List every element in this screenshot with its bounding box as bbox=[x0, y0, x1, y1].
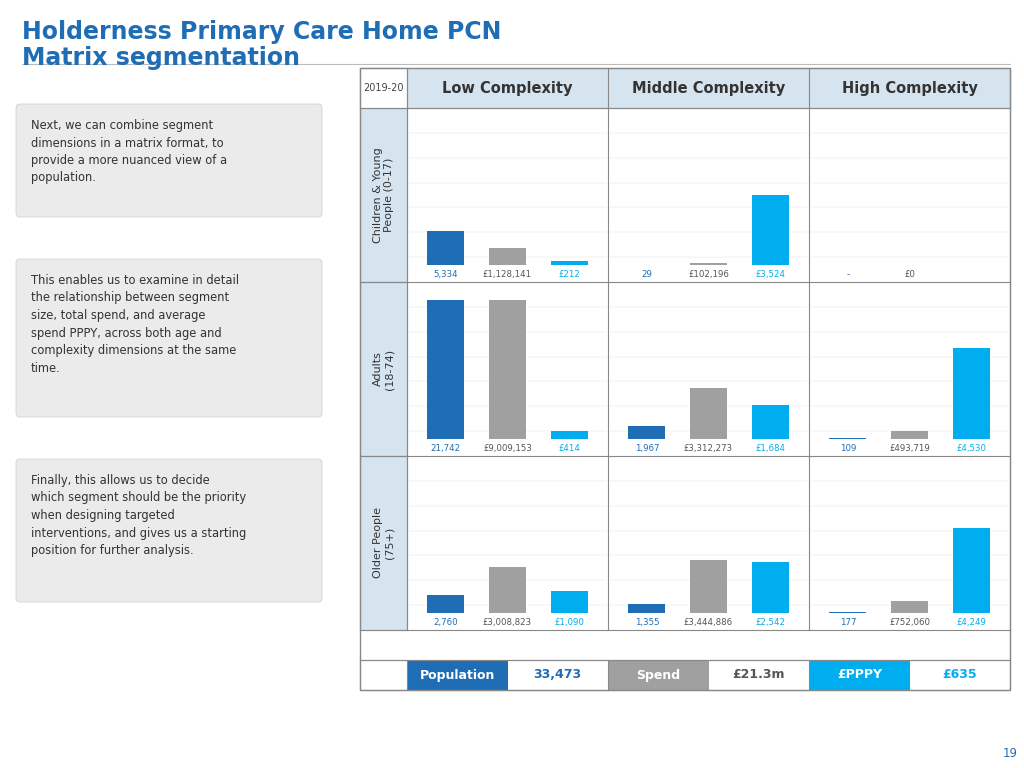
Bar bbox=[360, 660, 407, 690]
Bar bbox=[489, 300, 526, 439]
Bar bbox=[629, 426, 666, 439]
Text: £635: £635 bbox=[942, 668, 977, 681]
Bar bbox=[629, 604, 666, 613]
Text: £3,524: £3,524 bbox=[755, 270, 785, 279]
Text: £752,060: £752,060 bbox=[889, 618, 930, 627]
Text: £3,008,823: £3,008,823 bbox=[483, 618, 532, 627]
Text: Finally, this allows us to decide
which segment should be the priority
when desi: Finally, this allows us to decide which … bbox=[31, 474, 246, 557]
Text: £PPPY: £PPPY bbox=[837, 668, 882, 681]
Text: 5,334: 5,334 bbox=[433, 270, 458, 279]
Bar bbox=[829, 612, 866, 613]
Bar bbox=[952, 528, 989, 613]
Text: £1,128,141: £1,128,141 bbox=[483, 270, 532, 279]
Bar bbox=[360, 68, 1010, 108]
Bar bbox=[909, 660, 1010, 690]
Text: Older People
(75+): Older People (75+) bbox=[373, 508, 394, 578]
Bar bbox=[407, 456, 608, 630]
Bar bbox=[407, 282, 608, 456]
Bar bbox=[360, 660, 1010, 690]
Text: Matrix segmentation: Matrix segmentation bbox=[22, 46, 300, 70]
FancyBboxPatch shape bbox=[16, 104, 322, 217]
Bar bbox=[891, 601, 928, 613]
Bar bbox=[709, 660, 809, 690]
Text: 109: 109 bbox=[840, 444, 856, 453]
Text: 1,355: 1,355 bbox=[635, 618, 659, 627]
Text: £1,684: £1,684 bbox=[755, 444, 785, 453]
Bar bbox=[690, 263, 727, 265]
Bar bbox=[809, 108, 1010, 282]
Bar bbox=[360, 456, 407, 630]
FancyBboxPatch shape bbox=[16, 459, 322, 602]
Bar bbox=[407, 108, 608, 282]
Text: £4,249: £4,249 bbox=[956, 618, 986, 627]
Text: £0: £0 bbox=[904, 270, 914, 279]
Text: Next, we can combine segment
dimensions in a matrix format, to
provide a more nu: Next, we can combine segment dimensions … bbox=[31, 119, 227, 184]
Text: £3,444,886: £3,444,886 bbox=[684, 618, 733, 627]
Bar bbox=[891, 432, 928, 439]
Text: £212: £212 bbox=[558, 270, 581, 279]
Text: Children & Young
People (0-17): Children & Young People (0-17) bbox=[373, 147, 394, 243]
Text: £3,312,273: £3,312,273 bbox=[684, 444, 733, 453]
Bar bbox=[551, 261, 588, 265]
Text: Holderness Primary Care Home PCN: Holderness Primary Care Home PCN bbox=[22, 20, 502, 44]
Text: -: - bbox=[846, 270, 849, 279]
Text: £414: £414 bbox=[558, 444, 581, 453]
Bar bbox=[952, 349, 989, 439]
Text: £102,196: £102,196 bbox=[688, 270, 729, 279]
Bar bbox=[427, 231, 464, 265]
Text: 19: 19 bbox=[1002, 747, 1018, 760]
Text: £493,719: £493,719 bbox=[889, 444, 930, 453]
Bar bbox=[752, 194, 788, 265]
Bar bbox=[608, 660, 709, 690]
Text: 2,760: 2,760 bbox=[433, 618, 458, 627]
Bar bbox=[809, 282, 1010, 456]
Bar bbox=[489, 567, 526, 613]
Bar bbox=[427, 595, 464, 613]
Bar bbox=[690, 560, 727, 613]
Bar bbox=[360, 282, 407, 456]
FancyBboxPatch shape bbox=[16, 259, 322, 417]
Text: £4,530: £4,530 bbox=[956, 444, 986, 453]
Text: 1,967: 1,967 bbox=[635, 444, 659, 453]
Text: £9,009,153: £9,009,153 bbox=[483, 444, 531, 453]
Text: £1,090: £1,090 bbox=[554, 618, 584, 627]
Bar bbox=[508, 660, 608, 690]
Bar bbox=[752, 562, 788, 613]
Text: Low Complexity: Low Complexity bbox=[442, 81, 572, 95]
Text: Middle Complexity: Middle Complexity bbox=[632, 81, 785, 95]
Text: £2,542: £2,542 bbox=[755, 618, 785, 627]
Text: High Complexity: High Complexity bbox=[842, 81, 978, 95]
Bar bbox=[360, 660, 1010, 690]
Bar bbox=[360, 108, 407, 282]
Bar bbox=[752, 406, 788, 439]
Text: Spend: Spend bbox=[636, 668, 680, 681]
Text: Adults
(18-74): Adults (18-74) bbox=[373, 349, 394, 389]
Text: £21.3m: £21.3m bbox=[732, 668, 785, 681]
Bar bbox=[427, 300, 464, 439]
Bar bbox=[608, 282, 809, 456]
Bar bbox=[608, 456, 809, 630]
Text: 33,473: 33,473 bbox=[534, 668, 582, 681]
Text: 29: 29 bbox=[641, 270, 652, 279]
Text: This enables us to examine in detail
the relationship between segment
size, tota: This enables us to examine in detail the… bbox=[31, 274, 239, 375]
Text: 177: 177 bbox=[840, 618, 856, 627]
Bar bbox=[360, 68, 407, 108]
Bar bbox=[690, 388, 727, 439]
Bar bbox=[360, 68, 1010, 690]
Text: 2019-20: 2019-20 bbox=[364, 83, 403, 93]
Bar bbox=[489, 247, 526, 265]
Bar bbox=[809, 456, 1010, 630]
Bar bbox=[407, 660, 508, 690]
Bar bbox=[809, 660, 909, 690]
Bar bbox=[608, 108, 809, 282]
Text: 21,742: 21,742 bbox=[431, 444, 461, 453]
Text: Population: Population bbox=[420, 668, 495, 681]
Bar bbox=[551, 591, 588, 613]
Bar bbox=[551, 431, 588, 439]
